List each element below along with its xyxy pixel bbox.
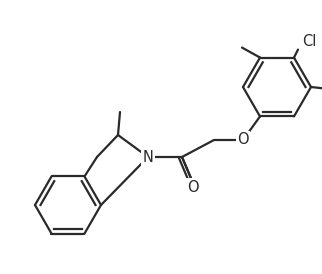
Text: Cl: Cl: [302, 34, 317, 49]
Text: N: N: [143, 150, 154, 164]
Text: O: O: [237, 133, 249, 147]
Text: O: O: [187, 179, 199, 195]
